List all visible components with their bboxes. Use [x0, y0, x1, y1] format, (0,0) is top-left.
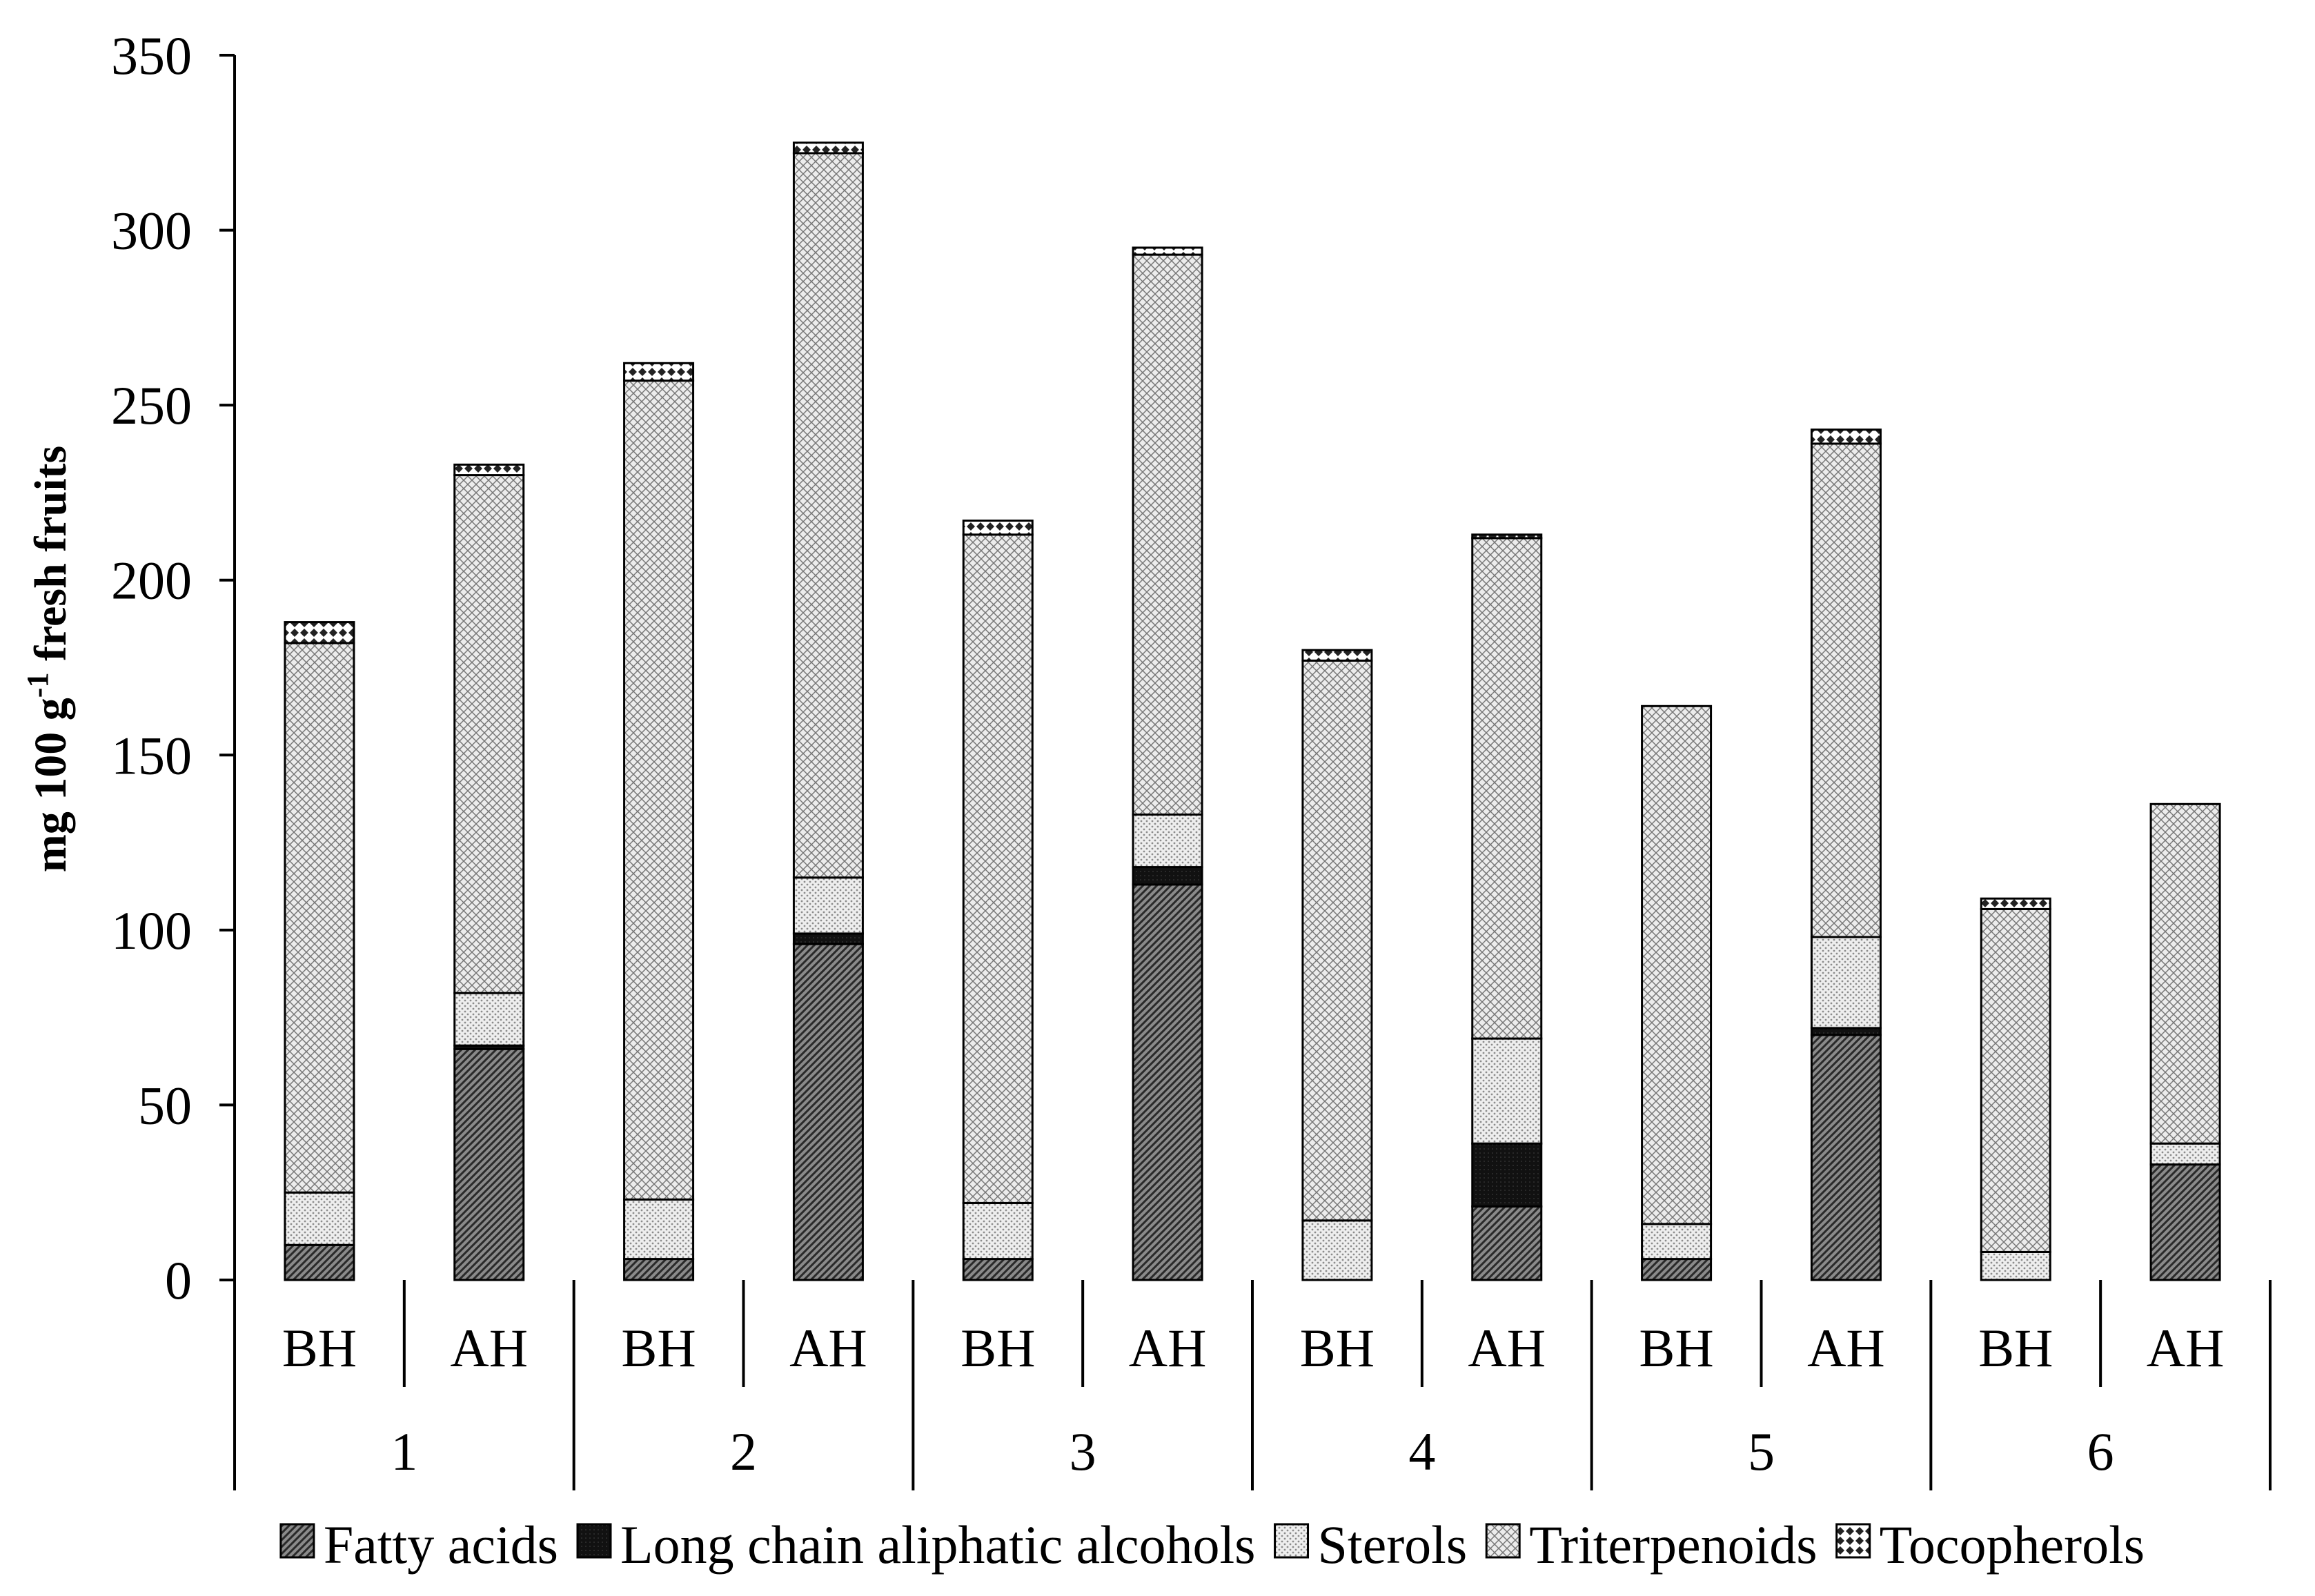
- y-tick-label: 100: [111, 900, 192, 960]
- y-tick-label: 200: [111, 551, 192, 611]
- x-group-label: 1: [391, 1421, 417, 1481]
- x-category-label: AH: [450, 1318, 528, 1378]
- legend-label: Fatty acids: [324, 1515, 558, 1575]
- x-category-label: AH: [1468, 1318, 1546, 1378]
- x-category-label: BH: [961, 1318, 1035, 1378]
- bar-segment-triterpenoids: [1471, 537, 1543, 1040]
- y-tick-label: 150: [111, 725, 192, 785]
- x-group-label: 4: [1408, 1421, 1435, 1481]
- x-category-label: BH: [1978, 1318, 2053, 1378]
- x-group-label: 2: [730, 1421, 757, 1481]
- legend-swatch-fatty-acids: [279, 1523, 315, 1559]
- bar-segment-triterpenoids: [1810, 442, 1882, 938]
- bar-segment-tocopherols: [284, 621, 355, 644]
- bar-segment-triterpenoids: [623, 380, 695, 1201]
- bar-segment-long-chain-aliphatic-alcohols: [1810, 1027, 1882, 1036]
- bar-segment-tocopherols: [453, 463, 525, 477]
- y-axis-label: mg 100 g-1 fresh fruits: [21, 446, 76, 872]
- bar-segment-triterpenoids: [1301, 659, 1373, 1222]
- legend-label: Triterpenoids: [1529, 1515, 1817, 1575]
- bar-segment-fatty-acids: [623, 1258, 695, 1281]
- bar-segment-long-chain-aliphatic-alcohols: [1471, 1142, 1543, 1208]
- bar-segment-fatty-acids: [1132, 883, 1203, 1281]
- x-group-label: 5: [1748, 1421, 1775, 1481]
- bar-segment-fatty-acids: [1810, 1034, 1882, 1281]
- bar-segment-triterpenoids: [792, 152, 864, 879]
- bar-segment-triterpenoids: [2149, 802, 2221, 1145]
- legend-label: Sterols: [1318, 1515, 1468, 1575]
- bar-segment-sterols: [1810, 936, 1882, 1029]
- y-tick-label: 300: [111, 201, 192, 261]
- legend-swatch-triterpenoids: [1485, 1523, 1521, 1559]
- bar-segment-triterpenoids: [962, 533, 1034, 1204]
- bar-segment-long-chain-aliphatic-alcohols: [1132, 866, 1203, 886]
- bar-segment-fatty-acids: [962, 1258, 1034, 1281]
- y-axis: 0 50 100 150 200 250 300 350: [111, 26, 236, 1490]
- x-group-label: 3: [1070, 1421, 1096, 1481]
- legend: Fatty acids Long chain aliphatic alcohols…: [279, 1515, 2145, 1575]
- bar-segment-fatty-acids: [284, 1243, 355, 1281]
- bar-segment-long-chain-aliphatic-alcohols: [792, 932, 864, 945]
- y-tick-label: 50: [138, 1075, 192, 1135]
- y-tick-label: 350: [111, 26, 192, 86]
- legend-label: Long chain aliphatic alcohols: [620, 1515, 1256, 1575]
- x-category-label: AH: [789, 1318, 867, 1378]
- bar-segment-sterols: [1301, 1219, 1373, 1281]
- bar-segment-triterpenoids: [1132, 253, 1203, 816]
- bar-segment-fatty-acids: [2149, 1163, 2221, 1281]
- y-axis-label-superscript: -1: [21, 673, 55, 698]
- y-axis-label-suffix: fresh fruits: [26, 446, 76, 673]
- bar-segment-tocopherols: [623, 362, 695, 382]
- x-group-label: 6: [2087, 1421, 2114, 1481]
- bar-segment-tocopherols: [1810, 428, 1882, 445]
- bar-segment-triterpenoids: [284, 642, 355, 1194]
- bar-segment-sterols: [1980, 1250, 2051, 1281]
- bar-segment-sterols: [962, 1201, 1034, 1261]
- bars-layer: [284, 141, 2221, 1281]
- y-tick-label: 250: [111, 375, 192, 435]
- y-tick-label: 0: [165, 1250, 192, 1310]
- bar-segment-tocopherols: [1301, 649, 1373, 662]
- x-category-label: BH: [621, 1318, 696, 1378]
- bar-segment-tocopherols: [1471, 533, 1543, 540]
- y-axis-label-main: mg 100 g: [26, 698, 76, 872]
- bar-segment-triterpenoids: [1641, 705, 1713, 1225]
- bar-segment-fatty-acids: [792, 943, 864, 1281]
- bar-segment-tocopherols: [792, 141, 864, 155]
- bar-segment-triterpenoids: [1980, 907, 2051, 1253]
- legend-swatch-tocopherols: [1835, 1523, 1871, 1559]
- x-category-label: AH: [1129, 1318, 1207, 1378]
- bar-segment-tocopherols: [962, 520, 1034, 536]
- bar-segment-sterols: [1132, 814, 1203, 869]
- bar-segment-sterols: [1641, 1223, 1713, 1261]
- bar-segment-triterpenoids: [453, 474, 525, 994]
- bar-segment-sterols: [2149, 1142, 2221, 1166]
- x-category-label: AH: [1807, 1318, 1885, 1378]
- bar-segment-sterols: [792, 876, 864, 935]
- bar-segment-sterols: [1471, 1037, 1543, 1145]
- bar-segment-tocopherols: [1132, 246, 1203, 256]
- legend-swatch-sterols: [1274, 1523, 1310, 1559]
- x-category-label: BH: [1300, 1318, 1375, 1378]
- bar-segment-tocopherols: [1980, 897, 2051, 910]
- bar-segment-sterols: [284, 1191, 355, 1246]
- x-category-label: BH: [1639, 1318, 1713, 1378]
- x-category-label: AH: [2147, 1318, 2225, 1378]
- bar-segment-fatty-acids: [1471, 1205, 1543, 1281]
- bar-segment-sterols: [453, 992, 525, 1047]
- legend-label: Tocopherols: [1880, 1515, 2145, 1575]
- bar-segment-fatty-acids: [453, 1047, 525, 1281]
- bar-segment-sterols: [623, 1198, 695, 1261]
- bar-segment-fatty-acids: [1641, 1258, 1713, 1281]
- x-category-label: BH: [282, 1318, 357, 1378]
- legend-swatch-long-chain-aliphatic-alcohols: [576, 1523, 612, 1559]
- x-axis: BH AH BH AH BH AH BH AH BH AH BH AH 1 2 3 4 5 6: [282, 1280, 2272, 1490]
